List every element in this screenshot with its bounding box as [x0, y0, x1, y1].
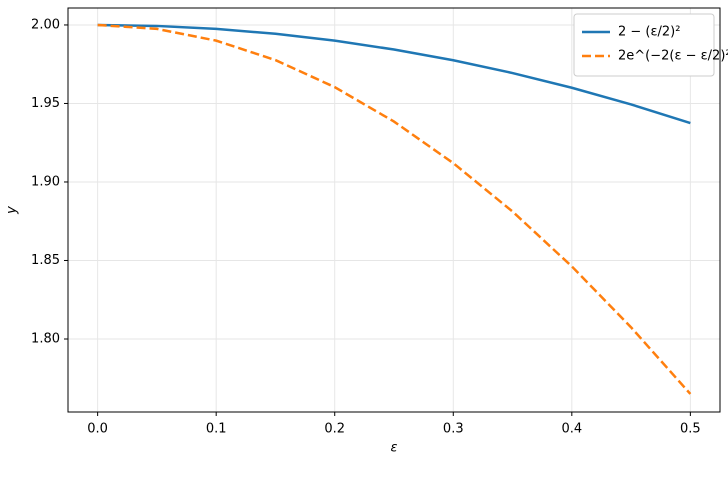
x-axis-label: ε: [390, 441, 397, 456]
y-tick-label: 1.90: [31, 174, 60, 189]
x-tick-label: 0.0: [87, 422, 108, 437]
legend-label: 2e^(−2(ε − ε/2)²): [618, 49, 728, 64]
x-tick-label: 0.5: [680, 422, 701, 437]
x-tick-label: 0.3: [443, 422, 464, 437]
legend-box: [573, 13, 715, 77]
line-series: [97, 23, 691, 125]
line-series: [97, 23, 692, 395]
y-tick-label: 1.85: [31, 253, 60, 268]
y-tick-label: 1.80: [31, 331, 60, 346]
x-tick-label: 0.2: [324, 422, 345, 437]
plot-frame: [67, 7, 721, 413]
x-tick-label: 0.4: [561, 422, 582, 437]
y-axis-label: y: [5, 206, 20, 215]
legend-label: 2 − (ε/2)²: [618, 25, 680, 40]
y-tick-label: 2.00: [31, 17, 60, 32]
y-tick-label: 1.95: [31, 96, 60, 111]
x-tick-label: 0.1: [206, 422, 227, 437]
